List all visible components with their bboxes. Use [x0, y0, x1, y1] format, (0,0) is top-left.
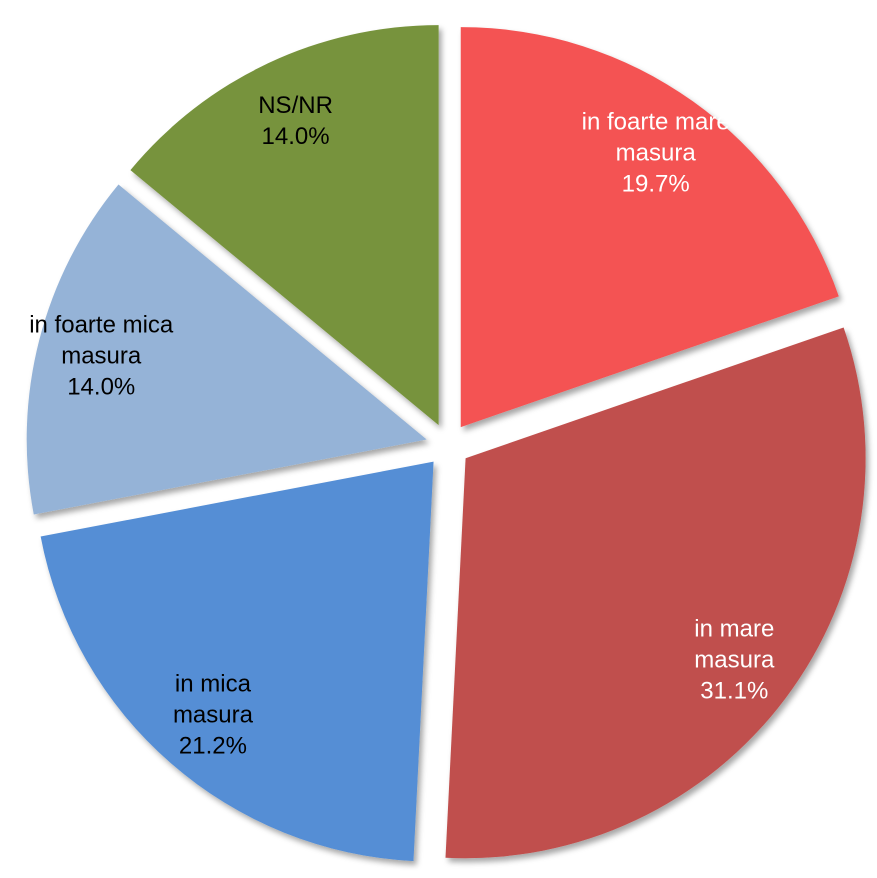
category-label: in mica masura [172, 670, 253, 729]
value-label: 14.0% [261, 123, 330, 151]
category-label: in foarte mica masura [29, 311, 174, 370]
category-label: NS/NR [258, 92, 333, 120]
value-label: 21.2% [178, 732, 247, 760]
pie-slice [130, 25, 439, 426]
value-label: 31.1% [700, 677, 769, 705]
value-label: 14.0% [67, 373, 136, 401]
slice-label: NS/NR 14.0% [258, 90, 333, 152]
slice-label: in mare masura 31.1% [692, 613, 776, 706]
value-label: 19.7% [621, 170, 690, 198]
category-label: in foarte mare masura [581, 108, 730, 167]
slice-label: in foarte mare masura 19.7% [580, 107, 732, 200]
slice-label: in foarte mica masura 14.0% [27, 309, 175, 402]
slice-label: in mica masura 21.2% [173, 669, 253, 762]
pie-slice [460, 27, 839, 428]
category-label: in mare masura [694, 615, 775, 674]
pie-slice [26, 184, 427, 515]
pie-slice [40, 461, 434, 862]
pie-slice [445, 327, 866, 859]
